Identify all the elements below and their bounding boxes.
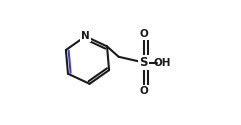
Text: OH: OH	[154, 58, 171, 68]
Text: O: O	[139, 86, 148, 96]
Text: O: O	[139, 29, 148, 39]
Text: S: S	[140, 56, 148, 69]
Text: N: N	[81, 31, 90, 41]
